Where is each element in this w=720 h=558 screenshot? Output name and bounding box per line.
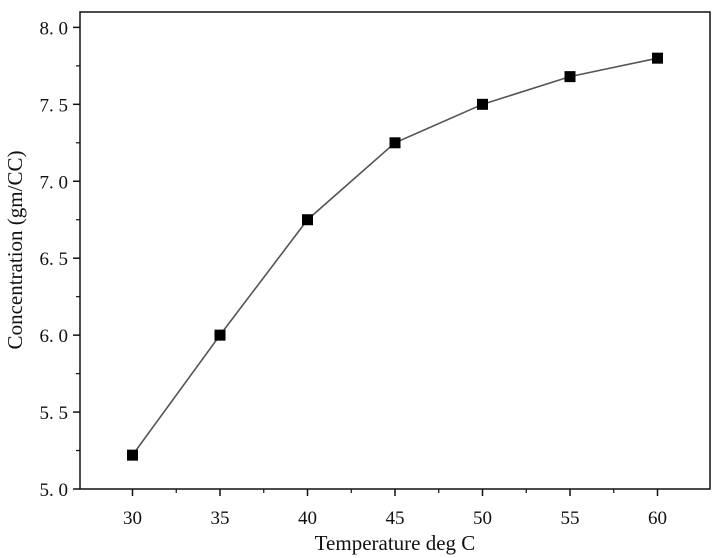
x-tick-label: 35 <box>211 508 230 529</box>
y-tick-label: 7. 0 <box>40 172 69 193</box>
data-point-marker <box>564 71 576 83</box>
x-tick-label: 55 <box>561 508 580 529</box>
data-point-marker <box>477 98 488 110</box>
y-axis-ticks: 5. 0 5. 5 6. 0 6. 5 7. 0 7. 5 8. 0 <box>40 18 80 501</box>
y-tick-label: 5. 5 <box>40 403 69 424</box>
x-tick-label: 45 <box>386 508 405 529</box>
x-tick-label: 40 <box>298 508 317 529</box>
data-point-marker <box>302 214 313 226</box>
plot-frame <box>79 11 711 490</box>
series-line <box>131 57 658 456</box>
y-tick-label: 6. 5 <box>40 249 69 270</box>
x-axis-ticks: 30 35 40 45 50 55 60 <box>123 489 667 529</box>
x-axis-title: Temperature deg C <box>315 531 476 555</box>
data-point-marker <box>389 137 401 149</box>
y-tick-label: 7. 5 <box>40 95 69 116</box>
y-tick-label: 8. 0 <box>40 18 69 39</box>
data-point-marker <box>214 329 226 341</box>
x-tick-label: 50 <box>473 508 492 529</box>
y-tick-label: 6. 0 <box>40 326 69 347</box>
series-layer <box>127 52 663 461</box>
x-tick-label: 30 <box>123 508 142 529</box>
x-tick-label: 60 <box>648 508 667 529</box>
y-tick-label: 5. 0 <box>40 480 69 501</box>
data-point-marker <box>127 449 138 461</box>
y-axis-title: Concentration (gm/CC) <box>3 151 27 350</box>
data-point-marker <box>652 52 663 64</box>
